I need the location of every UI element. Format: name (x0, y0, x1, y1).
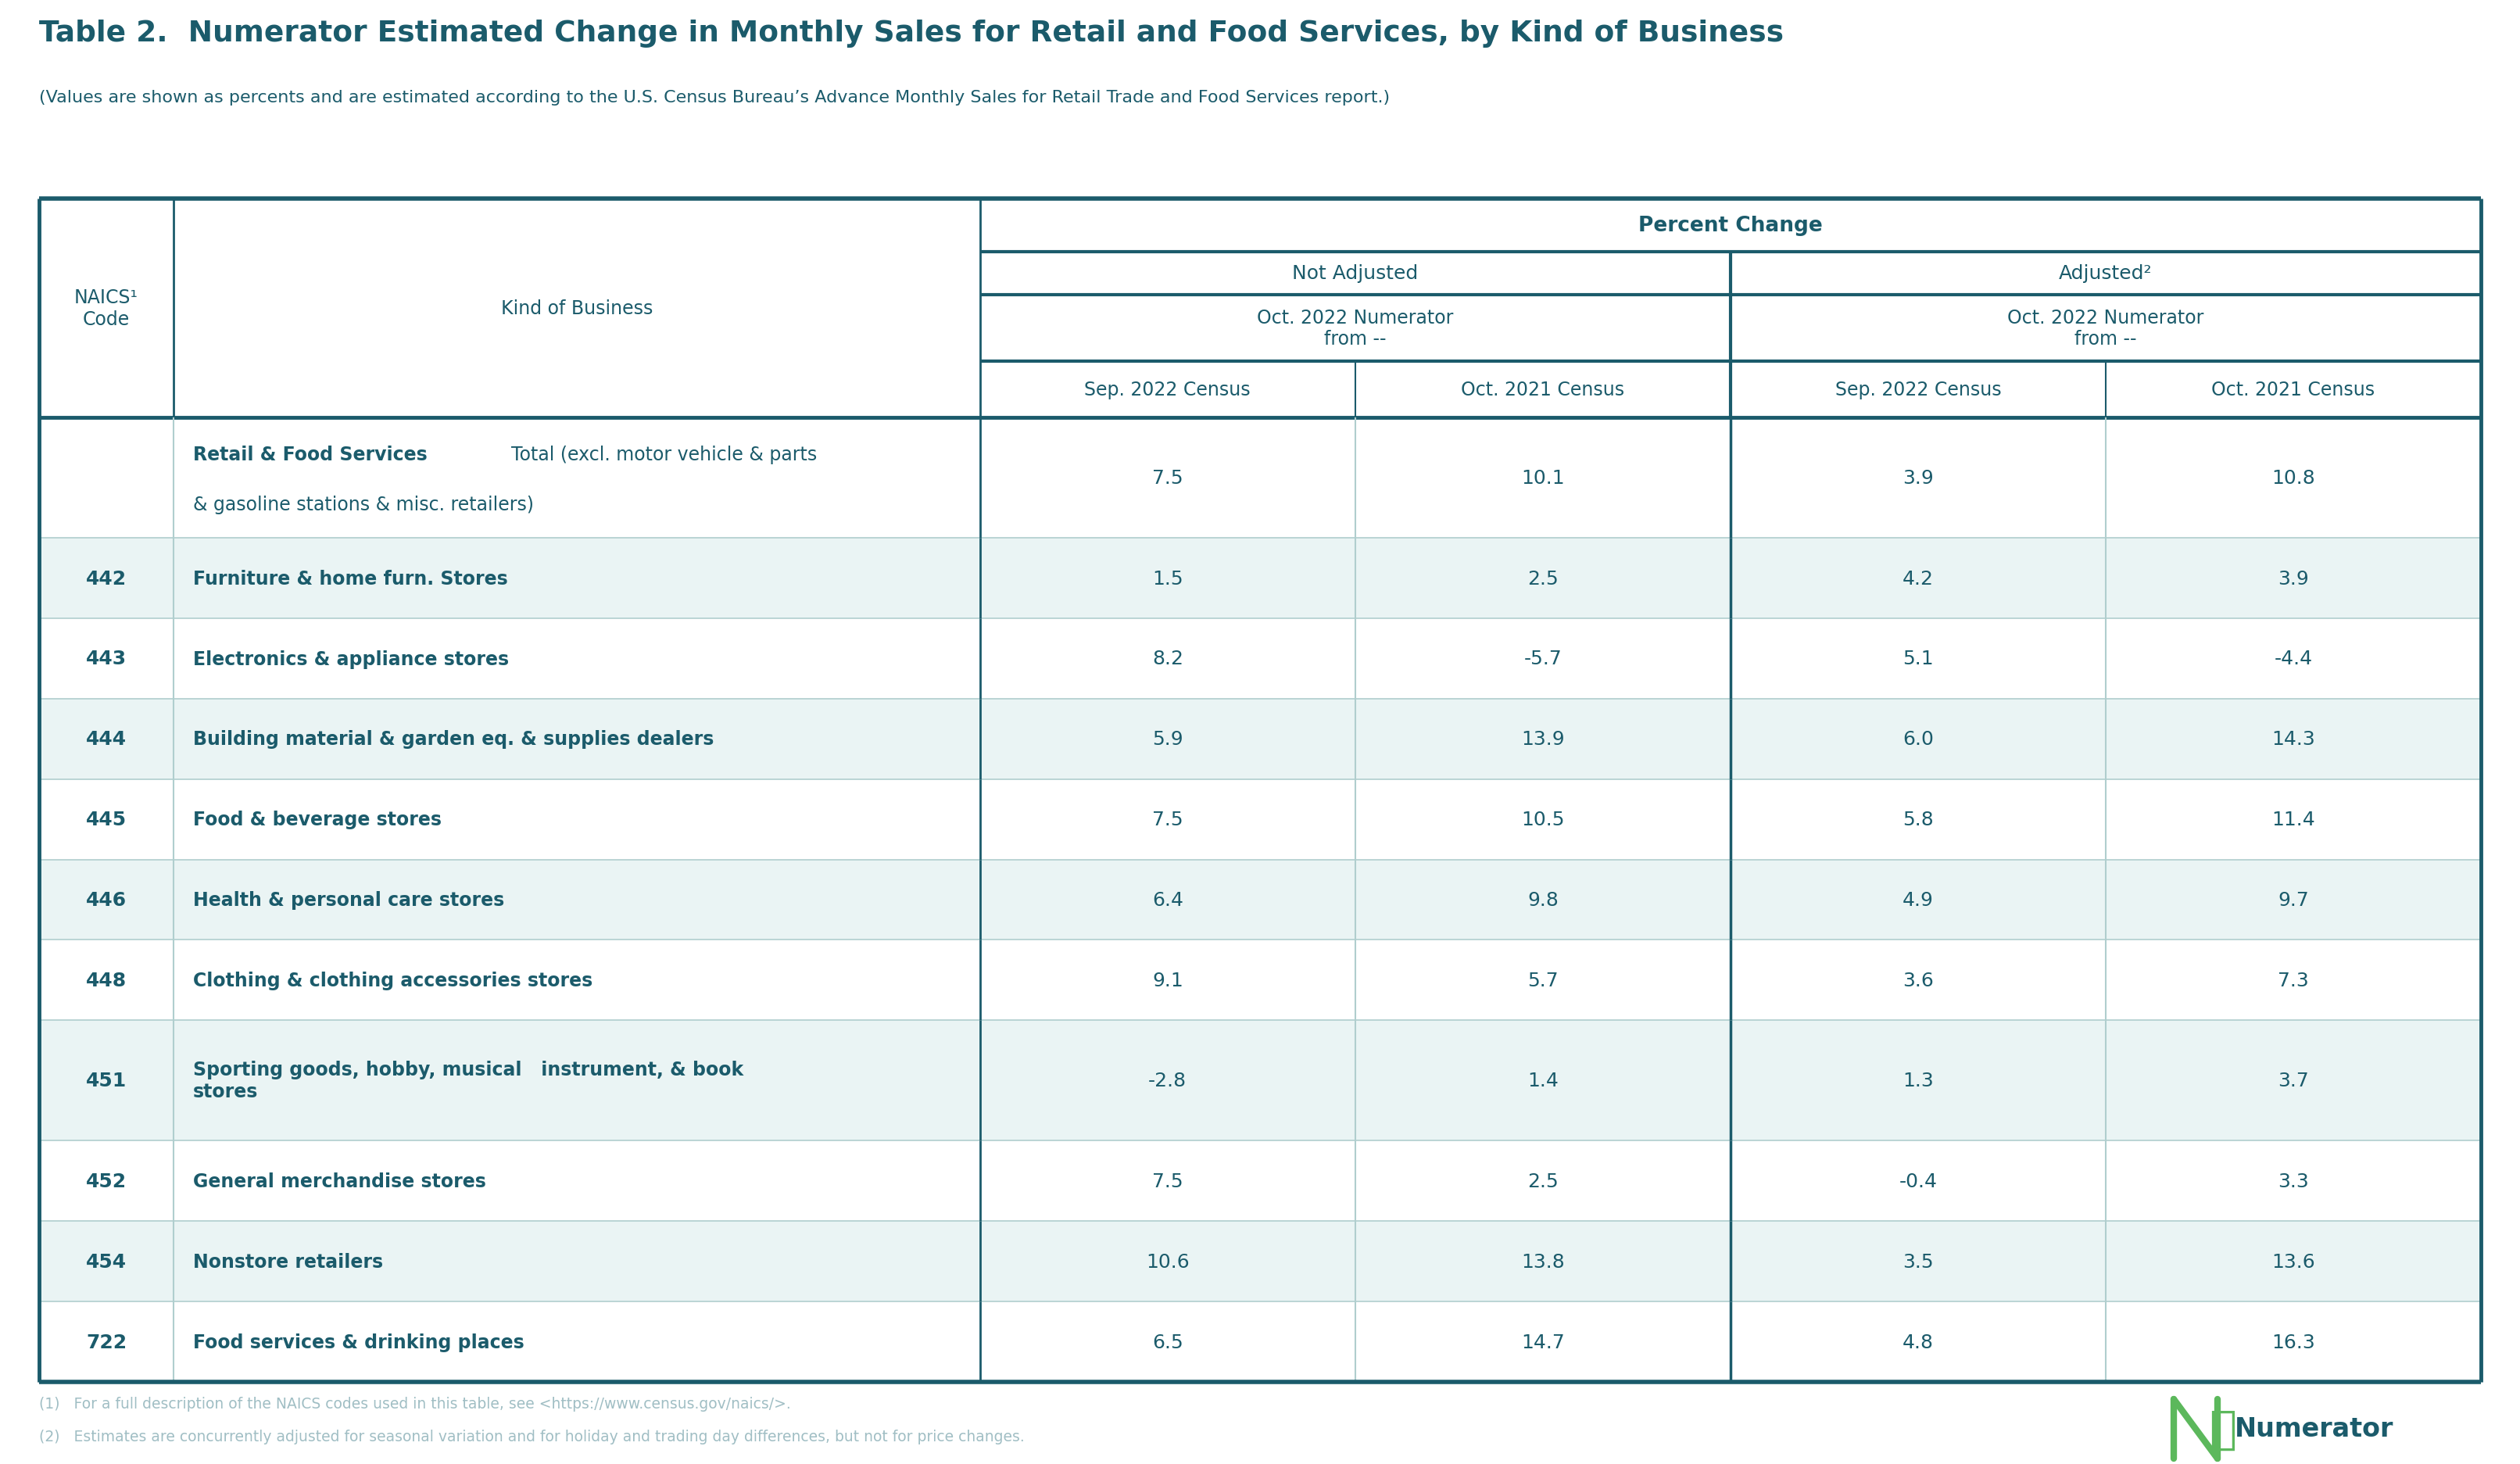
Text: Adjusted²: Adjusted² (2059, 265, 2152, 283)
Text: 3.7: 3.7 (2278, 1072, 2308, 1091)
Text: 11.4: 11.4 (2271, 810, 2316, 829)
Text: 10.5: 10.5 (1522, 810, 1565, 829)
Bar (40, 199, 2480, 417)
Text: Retail & Food Services: Retail & Food Services (194, 445, 428, 464)
Text: & gasoline stations & misc. retailers): & gasoline stations & misc. retailers) (194, 495, 534, 514)
Text: (1)   For a full description of the NAICS codes used in this table, see <https:/: (1) For a full description of the NAICS … (40, 1397, 791, 1411)
Text: 13.8: 13.8 (1522, 1252, 1565, 1271)
Text: 10.6: 10.6 (1147, 1252, 1189, 1271)
Text: 443: 443 (86, 650, 126, 669)
Text: 4.2: 4.2 (1903, 569, 1933, 589)
Text: 13.6: 13.6 (2271, 1252, 2316, 1271)
Text: 3.9: 3.9 (1903, 468, 1933, 488)
Text: Oct. 2021 Census: Oct. 2021 Census (2213, 381, 2374, 400)
Text: 10.8: 10.8 (2271, 468, 2316, 488)
Text: 445: 445 (86, 810, 126, 829)
Text: 2.5: 2.5 (1527, 1171, 1557, 1190)
Text: Electronics & appliance stores: Electronics & appliance stores (194, 650, 509, 669)
Text: 1.3: 1.3 (1903, 1072, 1933, 1091)
Text: 7.5: 7.5 (1152, 1171, 1182, 1190)
Text: -4.4: -4.4 (2273, 650, 2313, 669)
Bar (40, 1140, 2480, 1221)
Text: 5.1: 5.1 (1903, 650, 1933, 669)
Text: (2)   Estimates are concurrently adjusted for seasonal variation and for holiday: (2) Estimates are concurrently adjusted … (40, 1429, 1026, 1444)
Text: 9.1: 9.1 (1152, 971, 1182, 990)
Text: Ⓝ: Ⓝ (2210, 1407, 2238, 1451)
Text: 14.3: 14.3 (2271, 731, 2316, 748)
Text: Food & beverage stores: Food & beverage stores (194, 810, 441, 829)
Bar (40, 1221, 2480, 1301)
Text: 3.9: 3.9 (2278, 569, 2308, 589)
Text: 6.4: 6.4 (1152, 890, 1184, 909)
Text: 14.7: 14.7 (1522, 1332, 1565, 1351)
Text: Oct. 2022 Numerator
from --: Oct. 2022 Numerator from -- (1257, 309, 1454, 348)
Text: Food services & drinking places: Food services & drinking places (194, 1332, 524, 1351)
Text: 3.6: 3.6 (1903, 971, 1933, 990)
Text: Sep. 2022 Census: Sep. 2022 Census (1084, 381, 1250, 400)
Text: NAICS¹
Code: NAICS¹ Code (73, 288, 139, 329)
Text: Sporting goods, hobby, musical   instrument, & book
stores: Sporting goods, hobby, musical instrumen… (194, 1060, 743, 1101)
Bar (40, 417, 2480, 539)
Text: 442: 442 (86, 569, 126, 589)
Bar (40, 539, 2480, 619)
Text: -5.7: -5.7 (1525, 650, 1562, 669)
Text: 448: 448 (86, 971, 126, 990)
Text: 1.5: 1.5 (1152, 569, 1182, 589)
Text: 7.5: 7.5 (1152, 810, 1182, 829)
Text: 5.7: 5.7 (1527, 971, 1557, 990)
Text: 10.1: 10.1 (1522, 468, 1565, 488)
Text: Sep. 2022 Census: Sep. 2022 Census (1835, 381, 2001, 400)
Text: 444: 444 (86, 731, 126, 748)
Text: Oct. 2021 Census: Oct. 2021 Census (1462, 381, 1625, 400)
Text: 3.3: 3.3 (2278, 1171, 2308, 1190)
Bar (40, 700, 2480, 779)
Bar (40, 619, 2480, 700)
Text: Table 2.  Numerator Estimated Change in Monthly Sales for Retail and Food Servic: Table 2. Numerator Estimated Change in M… (40, 19, 1784, 48)
Text: Health & personal care stores: Health & personal care stores (194, 890, 504, 909)
Text: Building material & garden eq. & supplies dealers: Building material & garden eq. & supplie… (194, 731, 713, 748)
Text: 2.5: 2.5 (1527, 569, 1557, 589)
Text: Clothing & clothing accessories stores: Clothing & clothing accessories stores (194, 971, 592, 990)
Text: Kind of Business: Kind of Business (501, 299, 653, 318)
Bar (40, 1301, 2480, 1382)
Text: Oct. 2022 Numerator
from --: Oct. 2022 Numerator from -- (2008, 309, 2205, 348)
Text: 451: 451 (86, 1072, 126, 1091)
Text: (Values are shown as percents and are estimated according to the U.S. Census Bur: (Values are shown as percents and are es… (40, 89, 1391, 105)
Text: 454: 454 (86, 1252, 126, 1271)
Text: Percent Change: Percent Change (1638, 215, 1822, 236)
Bar (40, 940, 2480, 1020)
Text: -0.4: -0.4 (1900, 1171, 1938, 1190)
Text: -2.8: -2.8 (1149, 1072, 1187, 1091)
Text: 4.9: 4.9 (1903, 890, 1933, 909)
Text: 5.8: 5.8 (1903, 810, 1933, 829)
Text: 6.0: 6.0 (1903, 731, 1933, 748)
Text: Nonstore retailers: Nonstore retailers (194, 1252, 383, 1271)
Text: General merchandise stores: General merchandise stores (194, 1171, 486, 1190)
Text: 3.5: 3.5 (1903, 1252, 1933, 1271)
Bar (40, 779, 2480, 859)
Text: 1.4: 1.4 (1527, 1072, 1557, 1091)
Text: Furniture & home furn. Stores: Furniture & home furn. Stores (194, 569, 509, 589)
Bar (40, 859, 2480, 940)
Text: 9.8: 9.8 (1527, 890, 1557, 909)
Text: 446: 446 (86, 890, 126, 909)
Text: Not Adjusted: Not Adjusted (1293, 265, 1419, 283)
Text: 13.9: 13.9 (1522, 731, 1565, 748)
Text: 7.3: 7.3 (2278, 971, 2308, 990)
Text: 6.5: 6.5 (1152, 1332, 1182, 1351)
Text: 5.9: 5.9 (1152, 731, 1182, 748)
Text: Numerator: Numerator (2235, 1416, 2394, 1442)
Text: Total (excl. motor vehicle & parts: Total (excl. motor vehicle & parts (499, 445, 816, 464)
Bar (40, 1020, 2480, 1140)
Text: 4.8: 4.8 (1903, 1332, 1933, 1351)
Text: 16.3: 16.3 (2271, 1332, 2316, 1351)
Text: 9.7: 9.7 (2278, 890, 2308, 909)
Text: 722: 722 (86, 1332, 126, 1351)
Text: 7.5: 7.5 (1152, 468, 1182, 488)
Text: 452: 452 (86, 1171, 126, 1190)
Text: 8.2: 8.2 (1152, 650, 1184, 669)
